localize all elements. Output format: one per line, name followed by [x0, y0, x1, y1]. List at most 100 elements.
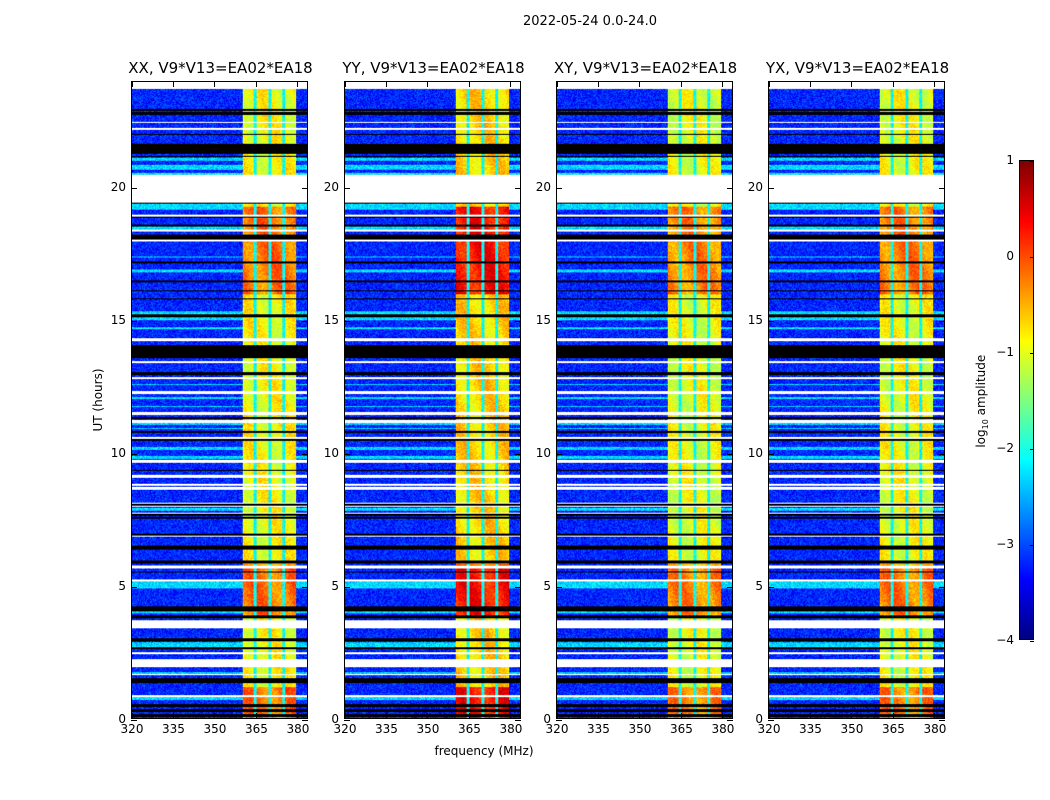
y-tick [131, 586, 137, 588]
y-tick-label: 0 [755, 712, 763, 726]
y-tick-label: 0 [118, 712, 126, 726]
x-tick [851, 81, 853, 87]
x-axis-label: frequency (MHz) [434, 744, 534, 758]
y-tick-label: 20 [747, 180, 763, 195]
x-tick [214, 713, 216, 719]
y-tick-label: 15 [110, 313, 126, 328]
y-tick [727, 719, 733, 721]
x-tick [297, 713, 299, 719]
colorbar-tick [1030, 448, 1034, 450]
heatmap-panel-2: YY, V9*V13=EA02*EA18 320 335 350 365 380 0 5 10 1… [324, 59, 525, 736]
y-tick [131, 453, 137, 455]
y-tick-label: 0 [543, 712, 551, 726]
y-tick-label: 15 [323, 313, 339, 328]
y-tick [939, 586, 945, 588]
y-tick [939, 719, 945, 721]
x-tick [851, 713, 853, 719]
y-tick-label: 10 [323, 446, 339, 461]
panel-title: XX, V9*V13=EA02*EA18 [128, 59, 313, 77]
y-tick [131, 719, 137, 721]
x-tick [385, 713, 387, 719]
x-tick-label: 380 [286, 722, 310, 736]
x-tick [255, 713, 257, 719]
y-tick-label: 10 [535, 446, 551, 461]
x-tick-label: 335 [799, 722, 822, 736]
x-tick [722, 713, 724, 719]
x-tick-label: 350 [203, 722, 227, 736]
panel-title: XY, V9*V13=EA02*EA18 [553, 59, 738, 77]
y-tick [727, 586, 733, 588]
x-tick [768, 713, 770, 719]
y-tick [302, 586, 308, 588]
x-tick [556, 713, 558, 719]
y-tick [727, 453, 733, 455]
x-tick [639, 81, 641, 87]
colorbar: 1 0 −1 −2 −3 −4 [996, 153, 1034, 647]
y-tick-label: 5 [331, 579, 339, 594]
x-tick-label: 350 [416, 722, 440, 736]
x-tick-label: 380 [499, 722, 523, 736]
x-tick-label: 380 [923, 722, 947, 736]
x-tick [131, 81, 133, 87]
y-tick [727, 320, 733, 322]
x-tick-label: 320 [120, 722, 144, 736]
heatmap-panel-3: XY, V9*V13=EA02*EA18 320 335 350 365 380 0 5 10 1… [536, 59, 737, 736]
colorbar-tick [1030, 256, 1034, 258]
x-tick-label: 335 [375, 722, 398, 736]
x-tick [556, 81, 558, 87]
y-tick [556, 320, 562, 322]
x-tick [510, 713, 512, 719]
x-tick-label: 365 [882, 722, 905, 736]
x-tick [344, 81, 346, 87]
colorbar-tick-label: −2 [996, 441, 1014, 455]
y-tick [302, 187, 308, 189]
x-tick [680, 81, 682, 87]
y-tick [131, 320, 137, 322]
heatmap-image [345, 82, 520, 718]
x-tick [597, 713, 599, 719]
x-tick-label: 335 [162, 722, 185, 736]
y-tick [515, 453, 521, 455]
y-tick [768, 719, 774, 721]
x-tick-label: 320 [333, 722, 357, 736]
panel-title: YY, V9*V13=EA02*EA18 [342, 59, 525, 77]
x-tick [934, 81, 936, 87]
x-tick-label: 335 [587, 722, 610, 736]
heatmap-image [557, 82, 732, 718]
colorbar-tick-label: −1 [996, 345, 1014, 359]
x-tick-label: 350 [840, 722, 864, 736]
y-tick-label: 20 [110, 180, 126, 195]
x-tick [344, 713, 346, 719]
y-tick [727, 187, 733, 189]
x-tick-label: 320 [757, 722, 781, 736]
y-tick [768, 453, 774, 455]
y-tick [515, 719, 521, 721]
y-tick-label: 5 [543, 579, 551, 594]
y-tick-label: 5 [755, 579, 763, 594]
y-tick [515, 320, 521, 322]
x-tick-label: 320 [545, 722, 569, 736]
x-tick-label: 350 [628, 722, 652, 736]
heatmap-image [132, 82, 307, 718]
x-tick-label: 380 [711, 722, 735, 736]
y-tick-label: 20 [535, 180, 551, 195]
colorbar-tick [1030, 640, 1034, 642]
x-tick [172, 713, 174, 719]
x-tick-label: 365 [245, 722, 268, 736]
y-tick [344, 586, 350, 588]
x-tick [722, 81, 724, 87]
y-tick [302, 453, 308, 455]
x-tick [934, 713, 936, 719]
x-tick [297, 81, 299, 87]
figure-title: 2022-05-24 0.0-24.0 [523, 14, 657, 29]
x-tick [214, 81, 216, 87]
x-tick [809, 713, 811, 719]
x-tick [468, 81, 470, 87]
y-tick [344, 320, 350, 322]
x-tick [768, 81, 770, 87]
x-tick-label: 365 [670, 722, 693, 736]
y-tick [302, 320, 308, 322]
x-tick [639, 713, 641, 719]
x-tick [510, 81, 512, 87]
